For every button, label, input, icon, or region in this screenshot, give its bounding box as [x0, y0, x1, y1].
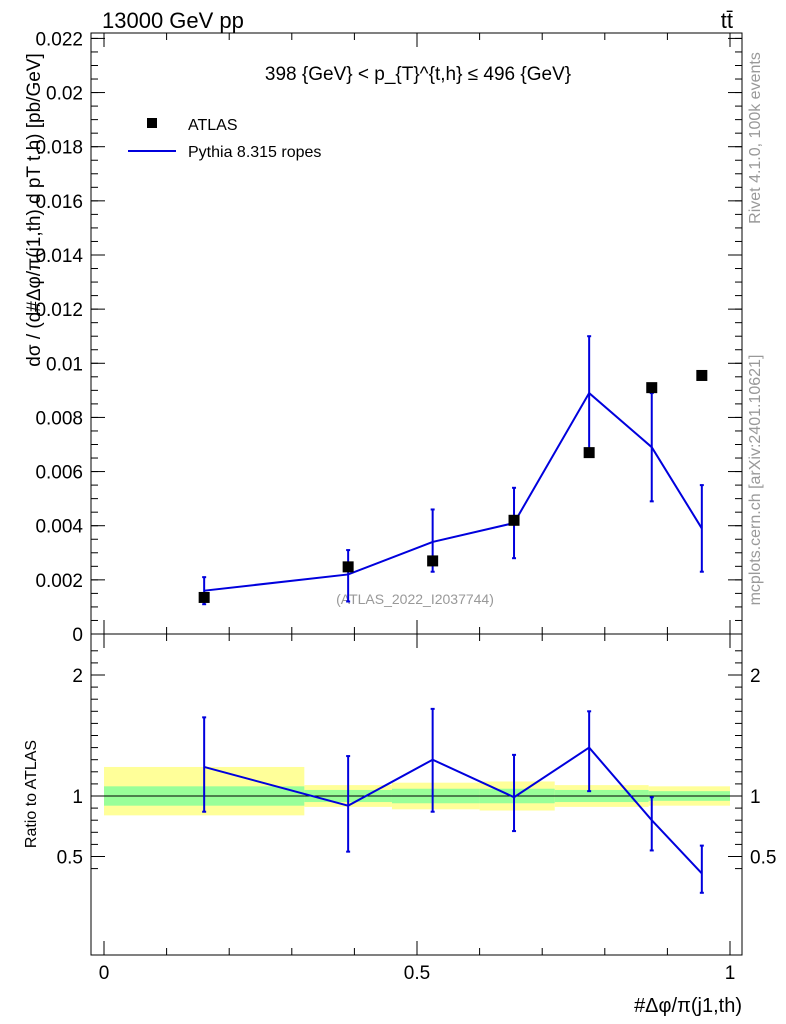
ratio-xtick-label: 1: [725, 963, 736, 984]
data-point: [696, 369, 708, 381]
main-ytick-label: 0.016: [35, 192, 83, 213]
data-point: [508, 514, 520, 526]
ratio-ytick-label-left: 2: [72, 666, 83, 687]
ratio-ytick-label-right: 1: [750, 787, 761, 808]
ratio-ytick-label-left: 1: [72, 787, 83, 808]
mcplots-side-label: mcplots.cern.ch [arXiv:2401.10621]: [747, 355, 764, 606]
main-ytick-label: 0.004: [35, 517, 83, 538]
main-y-axis-label: dσ / (d#Δφ/π(j1,th) d pT t,h) [pb/GeV]: [24, 53, 45, 367]
ratio-xtick-label: 0.5: [404, 963, 430, 984]
ratio-x-axis-label: #Δφ/π(j1,th): [634, 995, 742, 1017]
main-ytick-label: 0: [72, 625, 83, 646]
ratio-xtick-label: 0: [99, 963, 110, 984]
ratio-series-group: [202, 707, 704, 894]
ratio-ytick-label-right: 0.5: [750, 848, 776, 869]
header-right: tt̄: [721, 8, 733, 33]
legend-atlas-marker: [147, 118, 157, 128]
data-point: [646, 382, 658, 394]
legend: ATLAS Pythia 8.315 ropes: [128, 117, 321, 161]
main-ytick-label: 0.012: [35, 300, 83, 321]
mc-line: [204, 391, 703, 592]
main-axis-ticks: 0 0.002 0.004 0.006 0.008 0.01 0.012 0.014 0.016…: [35, 29, 742, 646]
main-ytick-label: 0.014: [35, 246, 83, 267]
ratio-ytick-label-left: 0.5: [57, 848, 83, 869]
main-title: 398 {GeV} < p_{T}^{t,h} ≤ 496 {GeV}: [265, 64, 571, 85]
data-point: [342, 561, 354, 573]
data-point: [198, 591, 210, 603]
main-ytick-label: 0.02: [46, 84, 83, 105]
main-series-group: [198, 335, 708, 606]
rivet-side-label: Rivet 4.1.0, 100k events: [747, 52, 764, 224]
legend-atlas-label: ATLAS: [188, 117, 238, 134]
main-ytick-label: 0.018: [35, 138, 83, 159]
main-ytick-label: 0.01: [46, 354, 83, 375]
data-point: [583, 447, 595, 459]
legend-pythia-label: Pythia 8.315 ropes: [188, 144, 321, 161]
ratio-ytick-label-right: 2: [750, 666, 761, 687]
data-point: [427, 555, 439, 567]
main-watermark: (ATLAS_2022_I2037744): [336, 591, 494, 607]
ratio-axis-ticks: 0.5 0.5 1 1 2 2 0 0.5 1: [57, 634, 776, 984]
header-left: 13000 GeV pp: [102, 8, 244, 33]
main-ytick-label: 0.022: [35, 29, 83, 50]
main-ytick-label: 0.008: [35, 408, 83, 429]
main-ytick-label: 0.006: [35, 463, 83, 484]
main-ytick-label: 0.002: [35, 571, 83, 592]
ratio-y-axis-label: Ratio to ATLAS: [23, 740, 40, 848]
ratio-uncertainty-bands: [104, 766, 730, 816]
